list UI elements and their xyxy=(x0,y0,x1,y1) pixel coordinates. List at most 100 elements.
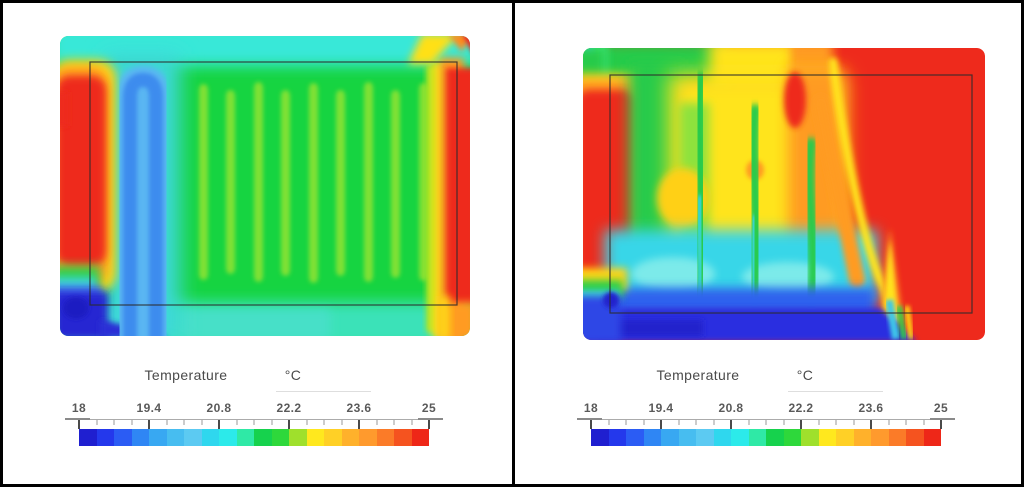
colorbar-segment xyxy=(661,429,679,446)
minor-tick xyxy=(888,420,889,425)
minor-tick xyxy=(411,420,412,425)
major-tick xyxy=(288,420,290,429)
minor-tick xyxy=(113,420,115,425)
minor-tick xyxy=(608,420,609,425)
colorbar-ticks xyxy=(78,420,430,429)
colorbar-segment xyxy=(394,429,412,446)
major-tick xyxy=(870,420,872,429)
minor-tick xyxy=(183,420,185,425)
temperature-colorbar xyxy=(79,429,429,446)
colorbar-segment xyxy=(871,429,889,446)
colorbar-segment xyxy=(359,429,377,446)
major-tick xyxy=(940,420,942,429)
colorbar-segment xyxy=(748,429,766,446)
colorbar-tick-label: 18 xyxy=(71,401,87,415)
colorbar-tick-label: 22.2 xyxy=(276,401,302,415)
legend-unit-underline xyxy=(276,391,371,392)
minor-tick xyxy=(376,420,377,425)
minor-tick xyxy=(341,420,342,425)
legend-unit-underline xyxy=(788,391,883,392)
colorbar-segment xyxy=(608,429,626,446)
colorbar-segment xyxy=(783,429,801,446)
colorbar-segment xyxy=(271,429,289,446)
minor-tick xyxy=(923,420,924,425)
minor-tick xyxy=(748,420,749,425)
colorbar-segment xyxy=(906,429,924,446)
minor-tick xyxy=(393,420,395,425)
right-contour-field xyxy=(583,48,985,340)
colorbar-tick-label: 22.2 xyxy=(788,401,814,415)
colorbar-segment xyxy=(341,429,359,446)
colorbar-tick-label: 19.4 xyxy=(648,401,674,415)
colorbar-tick-label: 20.8 xyxy=(718,401,744,415)
colorbar-tick-label: 19.4 xyxy=(136,401,162,415)
colorbar-segment xyxy=(696,429,714,446)
colorbar-segment xyxy=(114,429,132,446)
colorbar-segment xyxy=(166,429,184,446)
colorbar-ticks xyxy=(590,420,942,429)
colorbar-segment xyxy=(411,429,429,446)
minor-tick xyxy=(835,420,837,425)
colorbar-segment xyxy=(818,429,836,446)
colorbar-segment xyxy=(289,429,307,446)
colorbar-segment xyxy=(131,429,149,446)
left-contour-plot xyxy=(60,36,470,336)
colorbar-segment xyxy=(766,429,784,446)
axis-end-cap xyxy=(577,418,602,420)
minor-tick xyxy=(253,420,255,425)
minor-tick xyxy=(131,420,132,425)
colorbar-segment xyxy=(149,429,167,446)
right-contour-plot xyxy=(583,48,985,340)
minor-tick xyxy=(323,420,325,425)
colorbar-axis-line xyxy=(65,419,443,420)
colorbar-tick-label: 23.6 xyxy=(346,401,372,415)
colorbar-segment xyxy=(79,429,97,446)
colorbar-segment xyxy=(306,429,324,446)
colorbar-tick-label: 25 xyxy=(933,401,949,415)
minor-tick xyxy=(783,420,784,425)
colorbar-axis-line xyxy=(577,419,955,420)
major-tick xyxy=(358,420,360,429)
legend-title: Temperature xyxy=(144,367,228,383)
left-simulation-panel: Temperature °C 18 19.4 20.8 22.2 23.6 25 xyxy=(3,3,512,484)
colorbar-segment xyxy=(836,429,854,446)
minor-tick xyxy=(306,420,307,425)
minor-tick xyxy=(236,420,237,425)
major-tick xyxy=(218,420,220,429)
minor-tick xyxy=(271,420,272,425)
colorbar-segment xyxy=(643,429,661,446)
colorbar-segment xyxy=(219,429,237,446)
colorbar-segment xyxy=(678,429,696,446)
minor-tick xyxy=(713,420,714,425)
minor-tick xyxy=(818,420,819,425)
major-tick xyxy=(730,420,732,429)
minor-tick xyxy=(695,420,697,425)
minor-tick xyxy=(96,420,97,425)
major-tick xyxy=(428,420,430,429)
colorbar-segment xyxy=(801,429,819,446)
colorbar-tick-label: 18 xyxy=(583,401,599,415)
minor-tick xyxy=(166,420,167,425)
colorbar-segment xyxy=(591,429,609,446)
minor-tick xyxy=(625,420,627,425)
colorbar-segment xyxy=(731,429,749,446)
colorbar-segment xyxy=(626,429,644,446)
temperature-colorbar xyxy=(591,429,941,446)
legend-unit: °C xyxy=(284,367,302,383)
colorbar-segment xyxy=(324,429,342,446)
colorbar-segment xyxy=(254,429,272,446)
colorbar-segment xyxy=(888,429,906,446)
minor-tick xyxy=(905,420,907,425)
minor-tick xyxy=(765,420,767,425)
minor-tick xyxy=(201,420,202,425)
left-contour-field xyxy=(60,36,470,336)
colorbar-segment xyxy=(236,429,254,446)
colorbar-segment xyxy=(184,429,202,446)
right-simulation-panel: Temperature °C 18 19.4 20.8 22.2 23.6 25 xyxy=(512,3,1021,484)
legend-unit: °C xyxy=(796,367,814,383)
colorbar-tick-labels: 18 19.4 20.8 22.2 23.6 25 xyxy=(72,401,436,416)
axis-end-cap xyxy=(418,418,443,420)
axis-end-cap xyxy=(930,418,955,420)
major-tick xyxy=(590,420,592,429)
